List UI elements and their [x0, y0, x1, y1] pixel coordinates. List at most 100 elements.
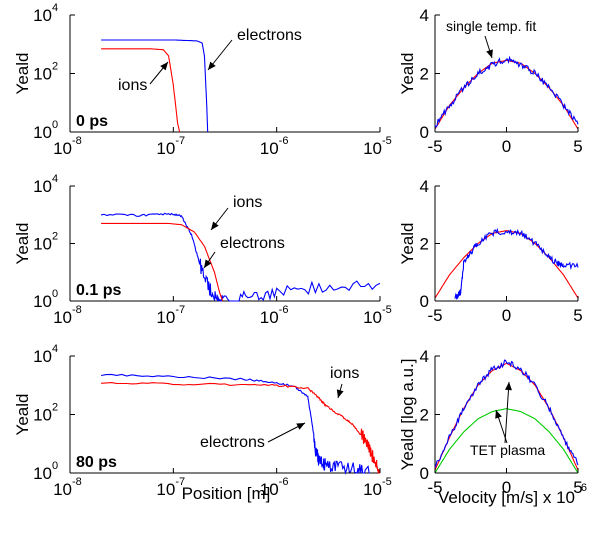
y-tick-label-exp: 2 [52, 61, 58, 73]
x-tick-label: 10 -8 [53, 304, 82, 327]
x-tick-label-base: 10 [363, 139, 382, 158]
x-tick-label-base: 10 [363, 480, 382, 499]
y-tick-label: 10 4 [33, 173, 58, 196]
x-tick-label-exp: -6 [279, 304, 289, 316]
x-tick-label-exp: -5 [382, 135, 392, 147]
annotation-ions: ions [233, 194, 262, 211]
series-curve-2 [454, 227, 579, 300]
x-tick-label-exp: -7 [175, 304, 185, 316]
x-tick-label: 5 [573, 478, 582, 497]
y-axis-label: Yeald [398, 223, 417, 265]
x-tick-label-exp: -8 [72, 476, 82, 488]
y-tick-label-base: 10 [33, 464, 52, 483]
y-tick-label-base: 10 [33, 123, 52, 142]
x-tick-label-base: 10 [156, 308, 175, 327]
annotation-arrow-ions [149, 61, 169, 85]
x-tick-label-base: 10 [260, 139, 279, 158]
x-axis-label-position: Position [m] [182, 484, 271, 503]
x-tick-label: 10 -8 [53, 476, 82, 499]
annotation-ions: ions [118, 77, 147, 94]
x-tick-label: 10 -6 [260, 476, 289, 499]
y-axis-label: Yeald [13, 394, 32, 436]
annotation-single-temp-fit: single temp. fit [446, 18, 536, 34]
x-tick-label-exp: -6 [279, 476, 289, 488]
y-tick-label: 10 2 [33, 231, 58, 254]
x-tick-label: 10 -5 [363, 476, 392, 499]
y-tick-label: 10 4 [33, 343, 58, 366]
y-axis-label: Yeald [log a.u.] [398, 359, 417, 471]
y-tick-label: 10 0 [33, 119, 58, 142]
time-label: 0 ps [76, 113, 108, 130]
x-tick-label: -5 [427, 137, 442, 156]
annotation-electrons: electrons [237, 27, 302, 44]
series-electrons [101, 39, 209, 133]
y-tick-label: 10 4 [33, 2, 58, 25]
annotation-arrow-electrons [267, 422, 306, 443]
x-tick-label-exp: -5 [382, 304, 392, 316]
y-tick-label: 2 [420, 235, 429, 254]
series-ions [101, 382, 381, 474]
x-tick-label-exp: -7 [175, 476, 185, 488]
y-tick-label-base: 10 [33, 406, 52, 425]
y-tick-label: 0 [420, 123, 429, 142]
y-tick-label-exp: 4 [52, 343, 58, 355]
x-tick-label: 10 -8 [53, 135, 82, 158]
annotation-arrow-tet [504, 381, 512, 444]
y-tick-label: 4 [420, 347, 429, 366]
x-tick-label-base: 10 [53, 308, 72, 327]
x-tick-label: 0 [502, 478, 511, 497]
x-tick-label-base: 10 [156, 139, 175, 158]
y-tick-label-exp: 4 [52, 173, 58, 185]
x-tick-label-exp: -8 [72, 135, 82, 147]
annotation-arrow-electrons [203, 251, 216, 269]
annotation-arrow-ions [336, 383, 344, 399]
series-curve-1 [434, 230, 579, 299]
annotation-electrons: electrons [220, 235, 285, 252]
x-tick-label: -5 [427, 306, 442, 325]
x-tick-label-base: 10 [53, 139, 72, 158]
x-axis-label-velocity-exp: 6 [581, 482, 587, 494]
series-tet-plasma [434, 408, 579, 474]
time-label: 0.1 ps [76, 282, 121, 299]
annotation-arrow-tet-2 [495, 409, 508, 444]
y-tick-label-exp: 2 [52, 231, 58, 243]
y-tick-label-exp: 0 [52, 460, 58, 472]
x-tick-label-base: 10 [53, 480, 72, 499]
series-curve-2 [434, 359, 579, 468]
y-tick-label: 10 0 [33, 288, 58, 311]
y-tick-label: 2 [420, 406, 429, 425]
x-tick-label-exp: -7 [175, 135, 185, 147]
y-tick-label-base: 10 [33, 347, 52, 366]
x-tick-label: 10 -6 [260, 135, 289, 158]
x-tick-label-base: 10 [260, 480, 279, 499]
y-axis-label: Yeald [398, 53, 417, 95]
x-tick-label-exp: -6 [279, 135, 289, 147]
y-tick-label-base: 10 [33, 177, 52, 196]
y-tick-label-base: 10 [33, 65, 52, 84]
x-tick-label-base: 10 [260, 308, 279, 327]
x-tick-label: 10 -7 [156, 135, 185, 158]
annotation-arrow-ions [210, 207, 229, 231]
x-tick-label-exp: -8 [72, 304, 82, 316]
x-axis-label-velocity-text: Velocity [m/s] x 10 [438, 488, 575, 507]
series-electrons [101, 373, 370, 476]
y-tick-label-base: 10 [33, 292, 52, 311]
x-tick-label-base: 10 [156, 480, 175, 499]
y-tick-label: 4 [420, 177, 429, 196]
y-axis-label: Yeald [13, 223, 32, 265]
annotation-electrons: electrons [200, 434, 265, 451]
y-tick-label: 10 0 [33, 460, 58, 483]
x-tick-label: 10 -7 [156, 304, 185, 327]
y-tick-label-exp: 0 [52, 119, 58, 131]
series-ions [101, 48, 181, 133]
annotation-tet-plasma: TET plasma [470, 442, 545, 458]
annotation-arrow-fit [484, 35, 493, 59]
x-tick-label: 0 [502, 306, 511, 325]
x-tick-label-exp: -5 [382, 476, 392, 488]
x-tick-label-base: 10 [363, 308, 382, 327]
